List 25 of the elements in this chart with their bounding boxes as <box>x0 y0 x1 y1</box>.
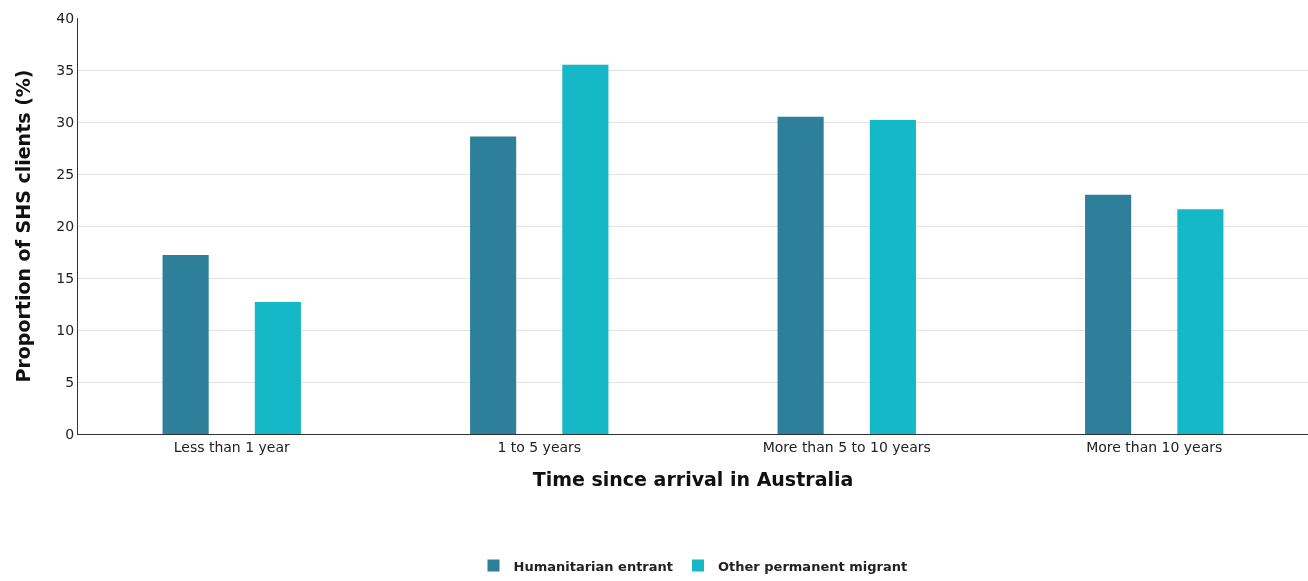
y-tick-label: 10 <box>56 321 75 338</box>
y-tick-label: 25 <box>56 165 75 182</box>
x-tick-label: Less than 1 year <box>173 438 291 455</box>
legend-label: Humanitarian entrant <box>513 558 674 574</box>
bar <box>869 119 916 434</box>
y-tick-label: 35 <box>56 61 75 78</box>
x-tick-label: More than 10 years <box>1086 438 1223 455</box>
bar <box>562 64 609 434</box>
y-tick-label: 40 <box>56 9 75 26</box>
bar <box>1085 194 1132 434</box>
y-tick-label: 20 <box>56 217 75 234</box>
x-tick-label: 1 to 5 years <box>497 438 582 455</box>
bar <box>1177 209 1224 434</box>
x-tick-label: More than 5 to 10 years <box>762 438 931 455</box>
y-tick-label: 5 <box>65 373 75 390</box>
y-tick-label: 15 <box>56 269 75 286</box>
y-tick-label: 0 <box>65 425 75 442</box>
bar <box>777 116 824 434</box>
y-tick-label: 30 <box>56 113 75 130</box>
y-axis-title: Proportion of SHS clients (%) <box>12 69 34 383</box>
bar <box>162 255 209 434</box>
legend-label: Other permanent migrant <box>718 558 908 574</box>
bar <box>470 136 517 434</box>
x-axis-title: Time since arrival in Australia <box>532 467 854 490</box>
bar <box>254 301 301 434</box>
